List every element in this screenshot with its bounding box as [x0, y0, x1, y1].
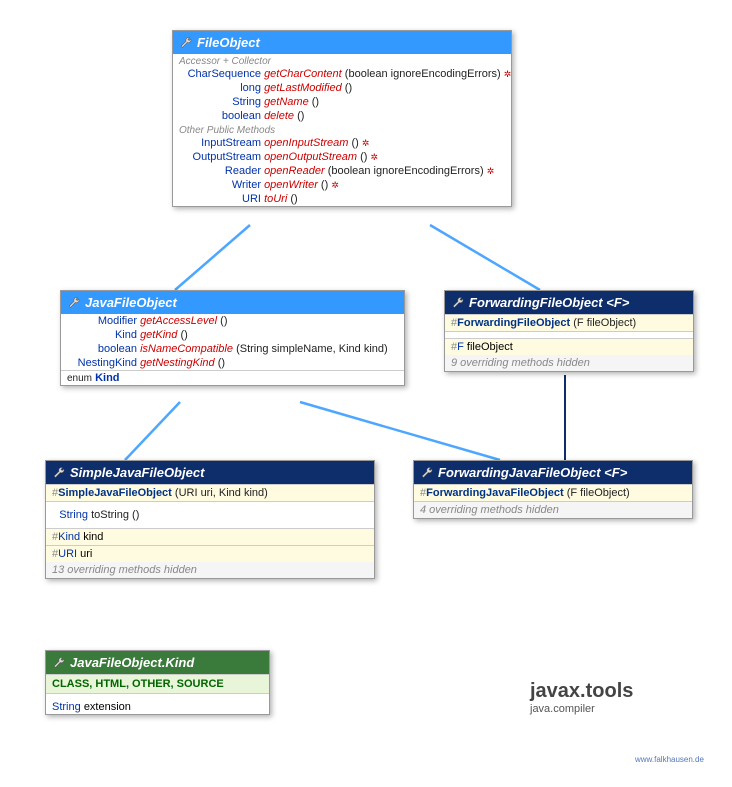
wrench-icon: [52, 656, 66, 670]
wrench-icon: [52, 466, 66, 480]
class-title: JavaFileObject: [85, 295, 177, 310]
method-row: OutputStream openOutputStream () ✲: [173, 150, 511, 164]
hidden-methods: 9 overriding methods hidden: [445, 355, 693, 371]
class-title: FileObject: [197, 35, 260, 50]
constructor-row: #ForwardingJavaFileObject (F fileObject): [414, 484, 692, 502]
method-row: Kind getKind (): [61, 328, 404, 342]
package-name: javax.tools: [530, 680, 633, 703]
hidden-methods: 13 overriding methods hidden: [46, 562, 374, 578]
method-row: Modifier getAccessLevel (): [61, 314, 404, 328]
wrench-icon: [420, 466, 434, 480]
class-header: SimpleJavaFileObject: [46, 461, 374, 484]
field-row: String extension: [46, 700, 269, 714]
method-row: boolean isNameCompatible (String simpleN…: [61, 342, 404, 356]
method-row: URI toUri (): [173, 192, 511, 206]
class-kind: JavaFileObject.Kind CLASS, HTML, OTHER, …: [45, 650, 270, 715]
attribution: www.falkhausen.de: [635, 755, 704, 764]
wrench-icon: [179, 36, 193, 50]
class-forwardingjavafileobject: ForwardingJavaFileObject <F> #Forwarding…: [413, 460, 693, 519]
wrench-icon: [67, 296, 81, 310]
field-row: #Kind kind: [46, 528, 374, 545]
constructor-row: #ForwardingFileObject (F fileObject): [445, 314, 693, 332]
section-label: Accessor + Collector: [173, 54, 511, 67]
class-javafileobject: JavaFileObject Modifier getAccessLevel (…: [60, 290, 405, 386]
module-name: java.compiler: [530, 703, 633, 715]
class-simplejavafileobject: SimpleJavaFileObject #SimpleJavaFileObje…: [45, 460, 375, 579]
class-title: SimpleJavaFileObject: [70, 465, 204, 480]
method-row: InputStream openInputStream () ✲: [173, 136, 511, 150]
method-row: String toString (): [46, 508, 374, 522]
class-header: ForwardingJavaFileObject <F>: [414, 461, 692, 484]
constructor-row: #SimpleJavaFileObject (URI uri, Kind kin…: [46, 484, 374, 502]
method-row: CharSequence getCharContent (boolean ign…: [173, 67, 511, 81]
method-row: Reader openReader (boolean ignoreEncodin…: [173, 164, 511, 178]
class-header: ForwardingFileObject <F>: [445, 291, 693, 314]
method-row: String getName (): [173, 95, 511, 109]
class-title: JavaFileObject.Kind: [70, 655, 194, 670]
wrench-icon: [451, 296, 465, 310]
enum-values: CLASS, HTML, OTHER, SOURCE: [46, 674, 269, 694]
class-title: ForwardingJavaFileObject <F>: [438, 465, 627, 480]
class-header: FileObject: [173, 31, 511, 54]
method-row: boolean delete (): [173, 109, 511, 123]
enum-decl: enum Kind: [61, 371, 404, 385]
section-label: Other Public Methods: [173, 123, 511, 136]
hidden-methods: 4 overriding methods hidden: [414, 502, 692, 518]
method-row: long getLastModified (): [173, 81, 511, 95]
class-header: JavaFileObject.Kind: [46, 651, 269, 674]
method-row: NestingKind getNestingKind (): [61, 356, 404, 370]
method-row: Writer openWriter () ✲: [173, 178, 511, 192]
class-fileobject: FileObject Accessor + Collector CharSequ…: [172, 30, 512, 207]
class-forwardingfileobject: ForwardingFileObject <F> #ForwardingFile…: [444, 290, 694, 372]
package-label: javax.tools java.compiler: [530, 680, 633, 715]
class-title: ForwardingFileObject <F>: [469, 295, 629, 310]
field-row: #URI uri: [46, 545, 374, 562]
field-row: #F fileObject: [445, 338, 693, 355]
class-header: JavaFileObject: [61, 291, 404, 314]
